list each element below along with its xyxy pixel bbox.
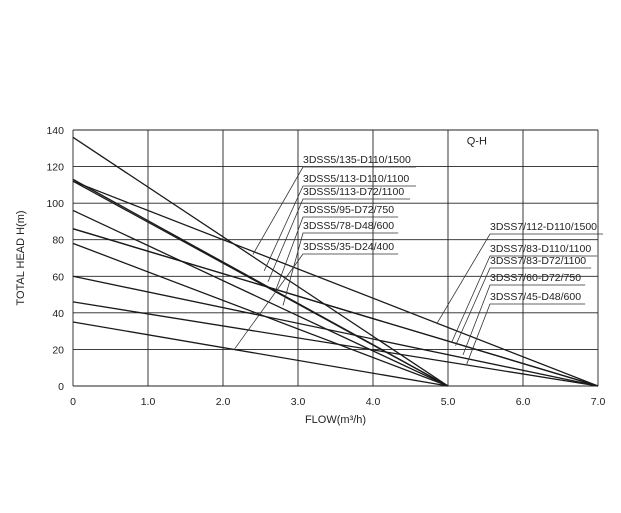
series-label: 3DSS7/83-D72/1100 [490,255,586,267]
series-label: 3DSS5/78-D48/600 [303,220,394,232]
series-line [72,321,449,387]
chart-title: Q-H [467,136,487,148]
series-line [72,301,599,387]
label-leader-line [252,166,417,255]
x-axis-title: FLOW(m³/h) [305,414,366,426]
series-line [72,209,449,387]
series-label: 3DSS5/95-D72/750 [303,204,394,216]
label-leader-line [451,255,598,343]
label-leader-line [455,267,592,346]
x-tick-label: 5.0 [441,396,456,408]
x-tick-label: 2.0 [216,396,231,408]
series-label: 3DSS5/113-D110/1100 [303,173,409,185]
y-tick-label: 80 [52,235,64,247]
label-leader-line [462,284,586,356]
series-line [72,136,449,387]
label-leader-line [282,232,399,306]
x-tick-label: 3.0 [291,396,306,408]
label-leader-line [275,216,399,292]
x-tick-label: 6.0 [516,396,531,408]
label-leader-line [267,198,411,282]
y-tick-label: 60 [52,271,64,283]
series-label: 3DSS7/45-D48/600 [490,291,581,303]
series-label: 3DSS5/113-D72/1100 [303,186,404,198]
y-tick-label: 40 [52,308,64,320]
label-leader-line [263,185,417,271]
series-label: 3DSS7/112-D110/1500 [490,221,597,233]
series-line [72,275,599,387]
series-label: 3DSS7/83-D110/1100 [490,243,591,255]
x-tick-label: 7.0 [591,396,606,408]
series-line [72,180,599,387]
x-tick-label: 4.0 [366,396,381,408]
y-tick-label: 100 [46,198,64,210]
label-leader-line [233,253,399,350]
series-label: 3DSS7/60-D72/750 [490,272,581,284]
y-axis-title: TOTAL HEAD H(m) [15,210,27,305]
y-tick-label: 0 [58,381,64,393]
y-tick-label: 20 [52,344,64,356]
y-tick-label: 120 [46,162,64,174]
series-label: 3DSS5/135-D110/1500 [303,154,411,166]
series-label: 3DSS5/35-D24/400 [303,241,394,253]
x-tick-label: 0 [70,396,76,408]
label-leader-line [466,303,586,365]
y-tick-label: 140 [46,125,64,137]
label-leader-line [436,233,604,325]
series-line [72,242,449,387]
series-line [72,228,599,387]
x-tick-label: 1.0 [141,396,156,408]
